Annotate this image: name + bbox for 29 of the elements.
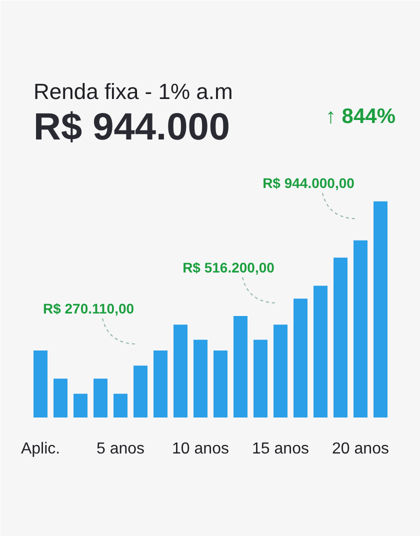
- bar: [194, 340, 208, 418]
- bar: [154, 350, 168, 418]
- text: ↑ 844%: [325, 104, 396, 128]
- bar: [54, 378, 68, 418]
- chart-title: Renda fixa - 1% a.m: [34, 79, 233, 104]
- bar: [214, 350, 228, 418]
- bar: [234, 316, 248, 418]
- bar: [34, 350, 48, 418]
- bar: [374, 201, 388, 418]
- x-tick-label: 20 anos: [332, 440, 389, 458]
- bar: [174, 324, 188, 418]
- annotation: R$ 516.200,00: [182, 259, 275, 276]
- bar: [274, 324, 288, 418]
- annotation: R$ 270.110,00: [42, 300, 134, 316]
- bar: [134, 366, 148, 418]
- x-tick-label: 5 anos: [96, 440, 145, 458]
- chart-subtitle: R$ 944.000: [34, 106, 230, 148]
- bar: [74, 394, 88, 418]
- bar: [294, 298, 308, 418]
- bar: [314, 286, 328, 418]
- x-tick-label: 10 anos: [172, 440, 229, 458]
- bar: [114, 394, 128, 418]
- x-tick-label: 15 anos: [252, 440, 309, 458]
- bar: [334, 258, 348, 418]
- bar: [94, 378, 108, 418]
- bar: [354, 240, 368, 418]
- x-tick-label: Aplic.: [20, 440, 60, 458]
- bar: [254, 340, 268, 418]
- text: R$ 944.000,00: [262, 175, 355, 192]
